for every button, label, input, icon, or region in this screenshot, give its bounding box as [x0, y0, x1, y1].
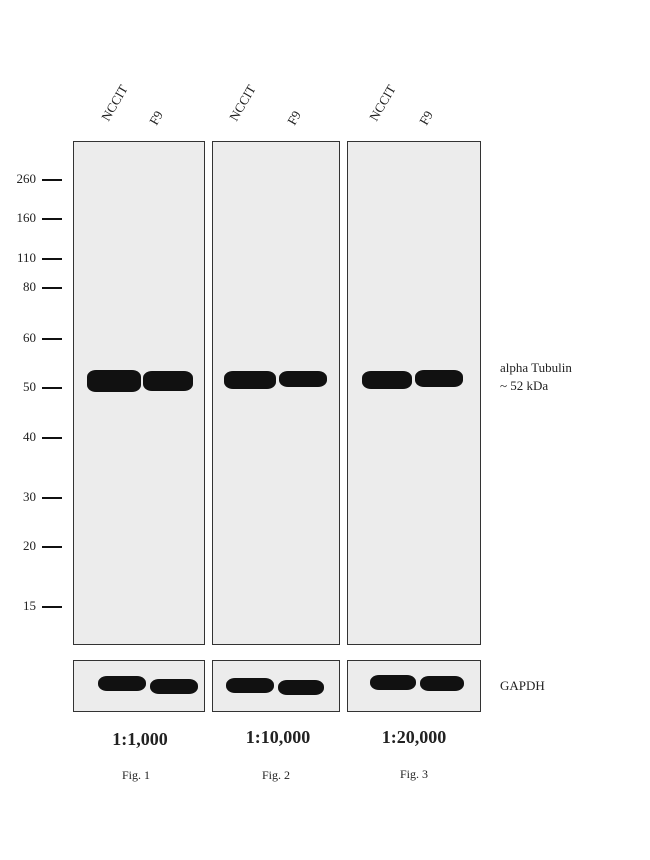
mw-label-20: 20 [23, 538, 36, 553]
band-alpha-tubulin-nccit-2 [224, 371, 276, 389]
lane-label-nccit-2: NCCIT [226, 82, 259, 124]
dilution-label-2: 1:10,000 [245, 727, 311, 747]
mw-tick-30 [42, 497, 62, 499]
band-gapdh-nccit-2 [226, 678, 274, 693]
band-gapdh-nccit-1 [98, 676, 146, 691]
lane-label-nccit-3: NCCIT [366, 82, 399, 124]
mw-tick-15 [42, 606, 62, 608]
dilution-label-1: 1:1,000 [112, 729, 168, 749]
gapdh-panel-1 [73, 660, 205, 712]
dilution-label-3: 1:20,000 [381, 727, 447, 747]
mw-tick-160 [42, 218, 62, 220]
target-label: alpha Tubulin ~ 52 kDa [500, 359, 572, 395]
fig-caption-3: Fig. 3 [399, 767, 428, 781]
blot-panel-1 [73, 141, 205, 645]
mw-label-260: 260 [16, 171, 37, 186]
target-name: alpha Tubulin [500, 360, 572, 375]
lane-label-nccit-1: NCCIT [98, 82, 131, 124]
band-gapdh-f9-2 [278, 680, 324, 695]
fig-caption-1: Fig. 1 [121, 768, 150, 782]
blot-panel-2 [212, 141, 340, 645]
mw-tick-40 [42, 437, 62, 439]
loading-control-label: GAPDH [500, 678, 545, 693]
mw-tick-260 [42, 179, 62, 181]
blot-panel-3 [347, 141, 481, 645]
lane-label-f9-2: F9 [284, 108, 305, 128]
band-gapdh-f9-1 [150, 679, 198, 694]
mw-label-15: 15 [23, 598, 36, 613]
band-alpha-tubulin-f9-1 [143, 371, 193, 391]
mw-label-40: 40 [23, 429, 36, 444]
mw-tick-110 [42, 258, 62, 260]
mw-tick-60 [42, 338, 62, 340]
mw-tick-50 [42, 387, 62, 389]
fig-caption-2: Fig. 2 [261, 768, 290, 782]
band-alpha-tubulin-nccit-1 [87, 370, 141, 392]
gapdh-panel-2 [212, 660, 340, 712]
band-alpha-tubulin-nccit-3 [362, 371, 412, 389]
mw-label-30: 30 [23, 489, 36, 504]
mw-label-160: 160 [16, 210, 37, 225]
mw-tick-20 [42, 546, 62, 548]
band-gapdh-f9-3 [420, 676, 464, 691]
mw-tick-80 [42, 287, 62, 289]
band-alpha-tubulin-f9-2 [279, 371, 327, 387]
target-size: ~ 52 kDa [500, 378, 549, 393]
band-alpha-tubulin-f9-3 [415, 370, 463, 387]
mw-label-50: 50 [23, 379, 36, 394]
band-gapdh-nccit-3 [370, 675, 416, 690]
gapdh-panel-3 [347, 660, 481, 712]
lane-label-f9-1: F9 [146, 108, 167, 128]
mw-label-60: 60 [23, 330, 36, 345]
mw-label-80: 80 [23, 279, 36, 294]
lane-label-f9-3: F9 [416, 108, 437, 128]
mw-label-110: 110 [16, 250, 36, 265]
